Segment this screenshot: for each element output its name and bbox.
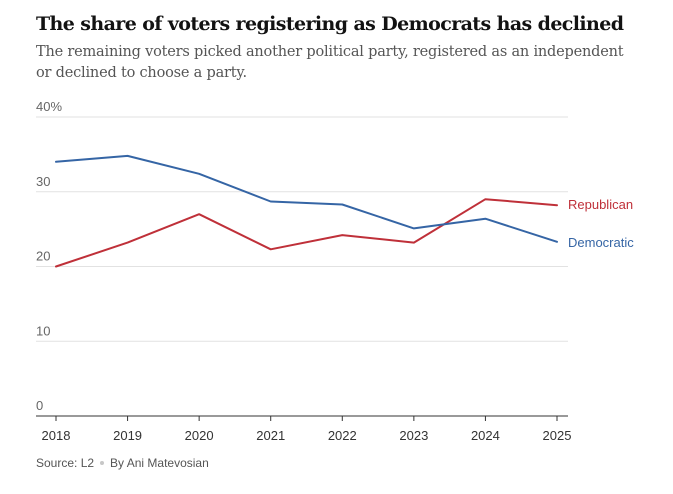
- series-label-democratic: Democratic: [568, 235, 634, 250]
- data-point-democratic-2022: [341, 203, 343, 205]
- series-line-democratic: [55, 154, 558, 243]
- byline: By Ani Matevosian: [110, 456, 209, 470]
- data-point-republican-2025: [556, 204, 558, 206]
- x-axis-tick-labels: 2018 2019 2020 2021 2022 2023 2024 2025: [42, 428, 572, 443]
- data-point-republican-2023: [413, 242, 415, 244]
- chart-footer: Source: L2 By Ani Matevosian: [36, 456, 209, 470]
- y-tick-label-30: 30: [36, 174, 50, 189]
- chart-subtitle: The remaining voters picked another poli…: [36, 44, 624, 81]
- data-point-republican-2018: [55, 266, 57, 268]
- x-tick-label-2018: 2018: [42, 428, 71, 443]
- x-tick-label-2019: 2019: [113, 428, 142, 443]
- y-tick-label-10: 10: [36, 323, 50, 338]
- data-point-republican-2024: [484, 198, 486, 200]
- y-tick-label-0: 0: [36, 398, 43, 413]
- data-point-democratic-2020: [198, 173, 200, 175]
- source-note: Source: L2: [36, 456, 95, 470]
- x-axis: [36, 415, 568, 421]
- series-label-republican: Republican: [568, 197, 633, 212]
- series-lines: [55, 154, 558, 268]
- x-tick-label-2025: 2025: [543, 428, 572, 443]
- data-point-democratic-2019: [127, 155, 129, 157]
- data-point-democratic-2024: [484, 218, 486, 220]
- grid-lines: [36, 116, 568, 342]
- separator-dot: [100, 460, 105, 465]
- x-tick-label-2024: 2024: [471, 428, 500, 443]
- data-point-democratic-2025: [556, 241, 558, 243]
- data-point-republican-2021: [270, 248, 272, 250]
- x-tick-label-2020: 2020: [185, 428, 214, 443]
- y-tick-label-20: 20: [36, 249, 50, 264]
- data-point-republican-2020: [198, 213, 200, 215]
- series-labels: Republican Democratic: [568, 197, 634, 250]
- x-tick-label-2022: 2022: [328, 428, 357, 443]
- data-point-republican-2022: [341, 234, 343, 236]
- y-axis-tick-labels: 0 10 20 30 40%: [36, 99, 62, 413]
- data-point-democratic-2021: [270, 200, 272, 202]
- data-point-democratic-2018: [55, 161, 57, 163]
- data-point-democratic-2023: [413, 227, 415, 229]
- x-tick-label-2021: 2021: [256, 428, 285, 443]
- chart-title: The share of voters registering as Democ…: [36, 13, 624, 35]
- y-tick-label-40: 40%: [36, 99, 62, 114]
- x-tick-label-2023: 2023: [399, 428, 428, 443]
- data-point-republican-2019: [127, 242, 129, 244]
- series-line-republican: [55, 198, 558, 268]
